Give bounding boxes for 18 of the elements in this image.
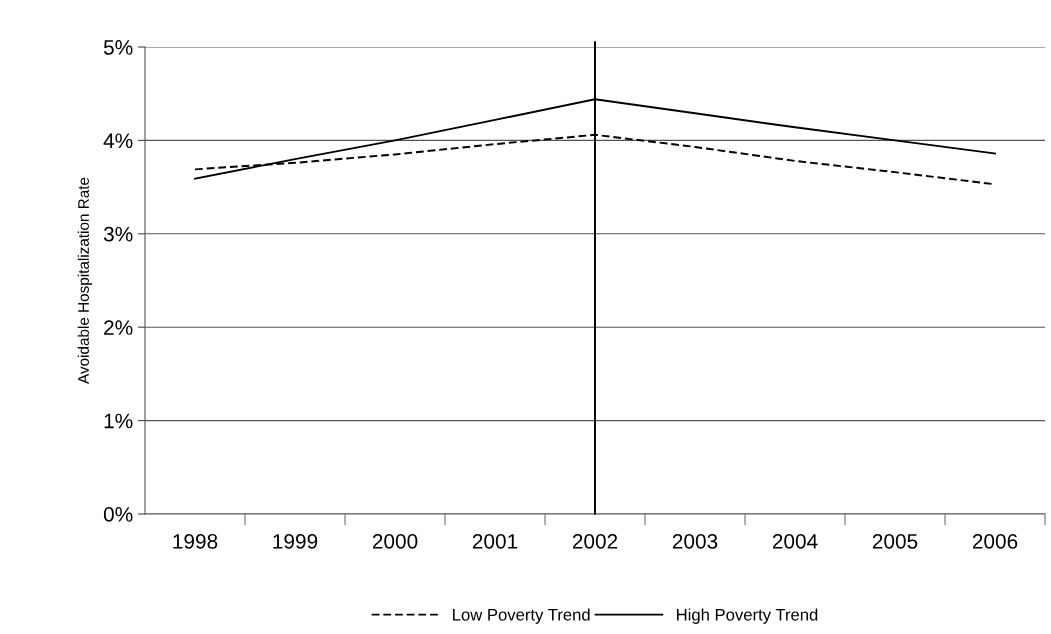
y-tick-label: 4%	[103, 133, 133, 149]
x-tick-label: 2005	[872, 533, 918, 549]
x-tick-label: 2004	[772, 533, 818, 549]
x-tick-label: 2006	[972, 533, 1018, 549]
x-tick-label: 2002	[572, 533, 618, 549]
y-tick-label: 2%	[104, 320, 133, 335]
legend-label: Low Poverty Trend	[453, 608, 590, 624]
y-tick-label: 5%	[103, 40, 133, 55]
x-tick-label: 2003	[672, 533, 718, 549]
y-axis-title: Avoidable Hospitalization Rate	[77, 177, 92, 384]
x-tick-label: 2000	[372, 533, 418, 549]
legend-label: High Poverty Trend	[677, 608, 818, 624]
y-tick-label: 3%	[103, 226, 133, 242]
x-tick-label: 2001	[472, 533, 518, 549]
x-tick-label: 1998	[173, 533, 218, 549]
y-tick-label: 0%	[103, 507, 133, 522]
x-tick-label: 1999	[273, 533, 318, 549]
y-tick-label: 1%	[104, 413, 133, 429]
